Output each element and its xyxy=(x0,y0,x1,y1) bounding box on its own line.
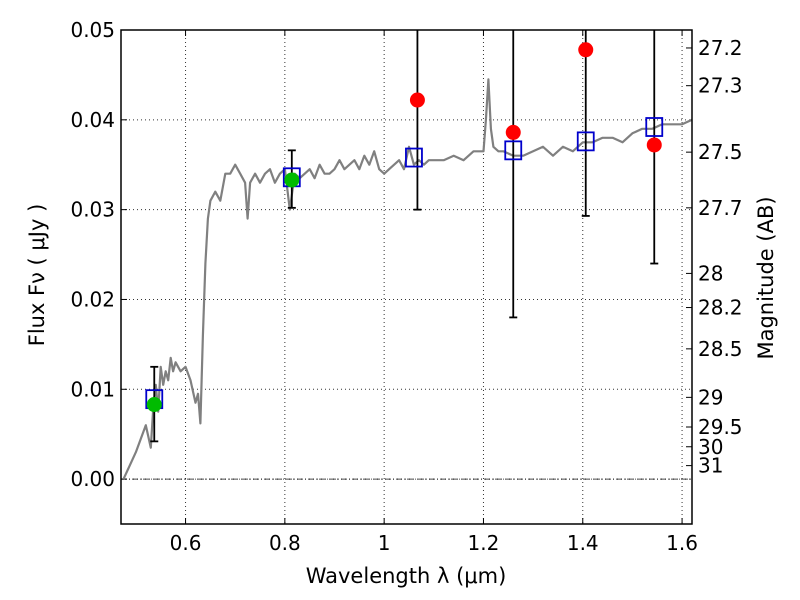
x-tick-label: 1.4 xyxy=(567,531,599,555)
mag-tick-label: 27.5 xyxy=(698,140,743,164)
mag-tick-label: 28.5 xyxy=(698,337,743,361)
x-tick-label: 1 xyxy=(378,531,391,555)
detection-point xyxy=(146,397,162,413)
mag-tick-label: 27.2 xyxy=(698,36,743,60)
y-tick-label: 0.04 xyxy=(70,108,115,132)
axis-ticks: 0.6 0.8 1 1.2 1.4 1.6 0.00 0.01 0.02 0.03 0.04 0.05… xyxy=(70,18,742,555)
y-tick-label: 0.05 xyxy=(70,18,115,42)
mag-tick-label: 27.7 xyxy=(698,196,743,220)
mag-tick-label: 30 xyxy=(698,435,723,459)
y-tick-label: 0.03 xyxy=(70,198,115,222)
x-tick-label: 0.6 xyxy=(170,531,202,555)
sed-model-line xyxy=(122,78,692,480)
mag-tick-label: 27.3 xyxy=(698,74,743,98)
y-axis-label: Flux Fν ( μJy ) xyxy=(25,204,49,347)
model-photometry-box xyxy=(504,140,523,161)
mag-tick-label: 31 xyxy=(698,454,723,478)
model-photometry-box xyxy=(576,131,595,152)
mag-tick-label: 28.2 xyxy=(698,296,743,320)
mag-tick-label: 28 xyxy=(698,261,723,285)
plot-frame xyxy=(120,29,693,525)
x-tick-label: 0.8 xyxy=(269,531,301,555)
x-tick-label: 1.6 xyxy=(666,531,698,555)
y-tick-label: 0.00 xyxy=(70,467,115,491)
x-tick-label: 1.2 xyxy=(468,531,500,555)
y-tick-label: 0.01 xyxy=(70,377,115,401)
plot-area xyxy=(122,30,692,480)
mag-tick-label: 29.5 xyxy=(698,415,743,439)
nir-point xyxy=(409,92,425,108)
y-tick-label: 0.02 xyxy=(70,287,115,311)
x-axis-label: Wavelength λ (μm) xyxy=(306,564,507,588)
nir-point xyxy=(646,137,662,153)
nir-point xyxy=(578,42,594,58)
mag-tick-label: 29 xyxy=(698,385,723,409)
grid xyxy=(121,29,692,524)
plot-content xyxy=(122,30,692,480)
y-axis-right-label: Magnitude (AB) xyxy=(754,196,778,359)
model-photometry-box xyxy=(645,117,664,137)
nir-point xyxy=(505,124,521,140)
model-photometry-box xyxy=(405,147,423,168)
detection-point xyxy=(284,172,300,188)
